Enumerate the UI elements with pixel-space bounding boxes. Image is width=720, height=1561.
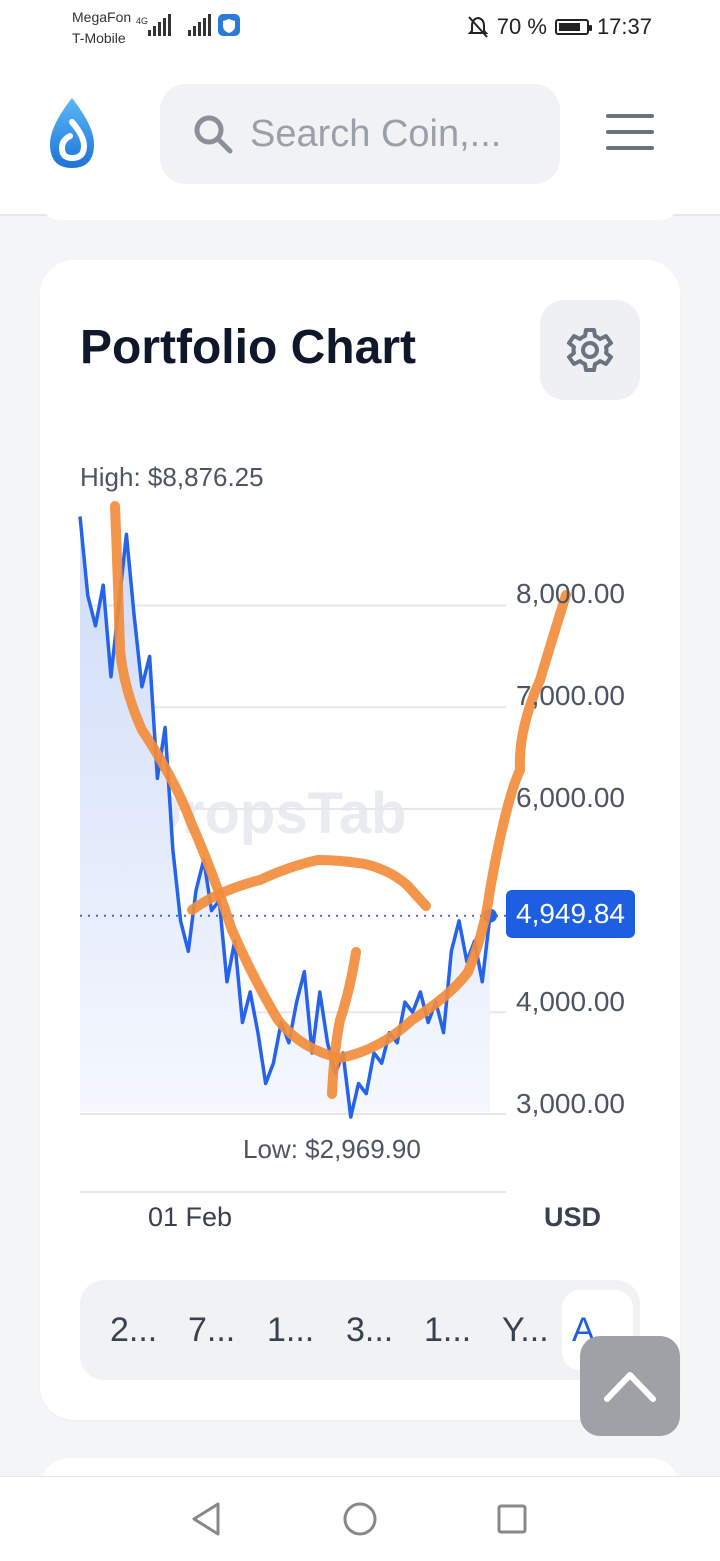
back-icon[interactable] — [190, 1501, 222, 1537]
dropstab-logo-icon[interactable] — [44, 96, 100, 172]
home-icon[interactable] — [342, 1501, 378, 1537]
status-right: 70 % 17:37 — [467, 14, 652, 40]
vpn-shield-icon — [218, 14, 240, 38]
period-selector: 2... 7... 1... 3... 1... Y... A... — [80, 1280, 640, 1380]
period-button[interactable]: 1... — [267, 1280, 314, 1380]
system-navigation-bar — [0, 1476, 720, 1561]
low-label: Low: $2,969.90 — [243, 1134, 421, 1165]
battery-icon — [555, 19, 589, 35]
carrier-tmobile: T-Mobile — [72, 30, 126, 46]
y-tick-label: 4,000.00 — [516, 986, 625, 1018]
period-button[interactable]: 3... — [346, 1280, 393, 1380]
search-placeholder: Search Coin,... — [250, 113, 501, 156]
bell-muted-icon — [467, 15, 489, 39]
period-button[interactable]: Y... — [502, 1280, 549, 1380]
status-bar: MegaFon T-Mobile 4G 70 % 17:37 — [0, 0, 720, 60]
search-bar[interactable]: Search Coin,... — [160, 84, 560, 184]
signal-4g-icon: 4G — [136, 14, 176, 40]
period-button[interactable]: 7... — [188, 1280, 235, 1380]
battery-percent: 70 % — [497, 14, 547, 40]
period-button[interactable]: 2... — [110, 1280, 157, 1380]
carrier-megafon: MegaFon — [72, 9, 131, 25]
recents-icon[interactable] — [496, 1501, 528, 1537]
portfolio-chart-card: Portfolio Chart DropsTab High: $8,876.25… — [40, 260, 680, 1420]
x-tick-label: 01 Feb — [148, 1202, 232, 1233]
search-icon — [192, 113, 234, 155]
portfolio-line-chart[interactable] — [40, 260, 680, 1220]
app-header: Search Coin,... — [0, 60, 720, 216]
current-value-badge: 4,949.84 — [506, 890, 635, 938]
currency-label[interactable]: USD — [544, 1202, 601, 1233]
signal-icon — [188, 14, 214, 40]
y-tick-label: 3,000.00 — [516, 1088, 625, 1120]
clock: 17:37 — [597, 14, 652, 40]
period-button[interactable]: 1... — [424, 1280, 471, 1380]
y-tick-label: 6,000.00 — [516, 782, 625, 814]
scroll-to-top-button[interactable] — [580, 1336, 680, 1436]
previous-card-edge — [40, 200, 680, 220]
hamburger-menu-icon[interactable] — [606, 114, 654, 154]
chevron-up-icon — [603, 1369, 657, 1403]
high-label: High: $8,876.25 — [80, 462, 264, 493]
svg-text:4G: 4G — [136, 16, 148, 26]
y-tick-label: 7,000.00 — [516, 680, 625, 712]
y-tick-label: 8,000.00 — [516, 578, 625, 610]
